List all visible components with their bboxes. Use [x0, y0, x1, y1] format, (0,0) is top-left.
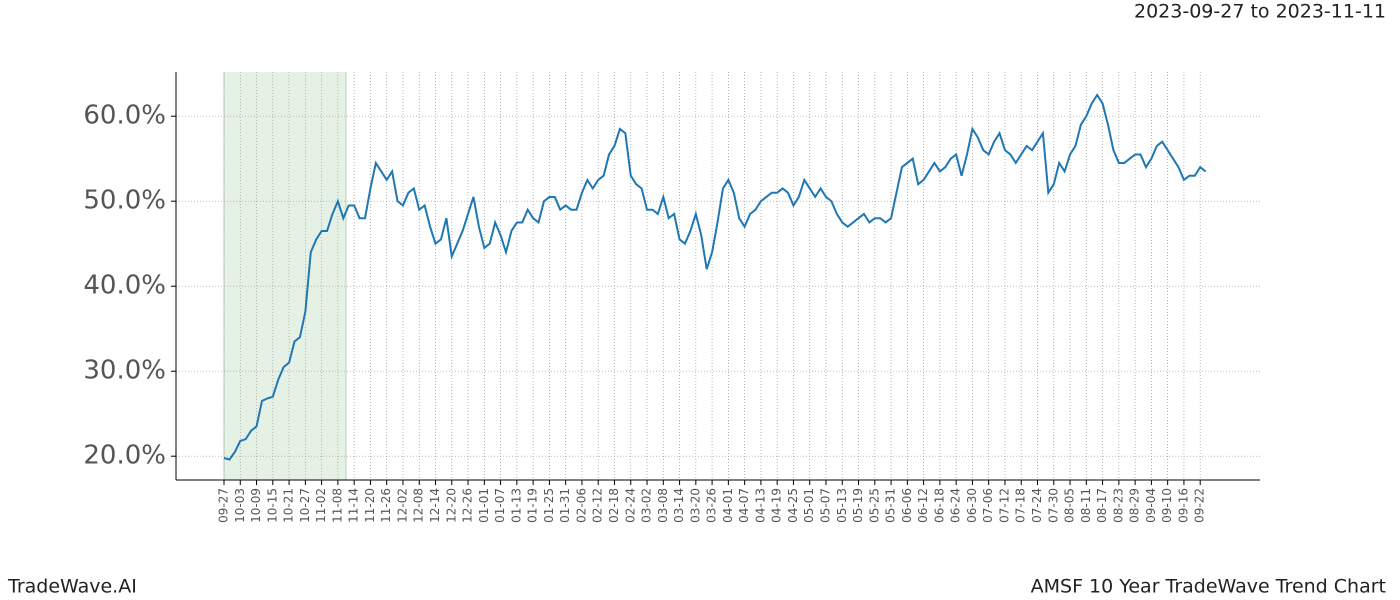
y-tick-label: 40.0% — [83, 271, 166, 301]
highlight-region — [224, 72, 347, 480]
x-tick-label: 03-26 — [705, 488, 719, 523]
x-tick-label: 04-01 — [721, 488, 735, 523]
x-tick-label: 02-18 — [607, 488, 621, 523]
chart-subtitle: 2023-09-27 to 2023-11-11 — [1134, 1, 1386, 23]
x-tick-label: 08-11 — [1079, 488, 1093, 523]
x-tick-label: 01-13 — [509, 488, 523, 523]
x-tick-label: 07-24 — [1030, 488, 1044, 523]
x-tick-label: 07-18 — [1014, 488, 1028, 523]
x-tick-label: 08-05 — [1063, 488, 1077, 523]
x-tick-label: 03-20 — [688, 488, 702, 523]
x-tick-label: 03-14 — [672, 488, 686, 523]
x-tick-label: 11-20 — [363, 488, 377, 523]
x-tick-label: 03-02 — [640, 488, 654, 523]
x-tick-label: 02-24 — [623, 488, 637, 523]
x-tick-label: 07-12 — [997, 488, 1011, 523]
x-tick-label: 12-02 — [395, 488, 409, 523]
x-tick-label: 09-04 — [1144, 488, 1158, 523]
x-tick-label: 04-25 — [786, 488, 800, 523]
x-tick-label: 01-01 — [477, 488, 491, 523]
footer-left: TradeWave.AI — [7, 576, 137, 598]
x-tick-label: 04-13 — [753, 488, 767, 523]
x-tick-label: 10-03 — [233, 488, 247, 523]
x-tick-label: 05-07 — [818, 488, 832, 523]
x-tick-label: 11-08 — [330, 488, 344, 523]
x-tick-label: 02-12 — [591, 488, 605, 523]
x-tick-label: 04-19 — [770, 488, 784, 523]
y-tick-label: 60.0% — [83, 101, 166, 131]
x-tick-label: 05-31 — [884, 488, 898, 523]
x-tick-label: 04-07 — [737, 488, 751, 523]
x-tick-label: 10-27 — [298, 488, 312, 523]
x-tick-label: 01-07 — [493, 488, 507, 523]
x-tick-label: 05-25 — [867, 488, 881, 523]
y-tick-label: 30.0% — [83, 356, 166, 386]
x-tick-label: 01-31 — [558, 488, 572, 523]
footer-right: AMSF 10 Year TradeWave Trend Chart — [1031, 576, 1386, 598]
x-tick-label: 08-23 — [1111, 488, 1125, 523]
x-tick-label: 06-24 — [949, 488, 963, 523]
x-tick-label: 05-13 — [835, 488, 849, 523]
x-tick-label: 06-12 — [916, 488, 930, 523]
data-line — [223, 93, 1207, 461]
x-tick-label: 08-17 — [1095, 488, 1109, 523]
x-tick-label: 06-18 — [932, 488, 946, 523]
y-tick-label: 20.0% — [83, 441, 166, 471]
x-tick-label: 10-15 — [265, 488, 279, 523]
x-tick-label: 02-06 — [574, 488, 588, 523]
x-tick-label: 11-02 — [314, 488, 328, 523]
x-tick-label: 07-06 — [981, 488, 995, 523]
x-tick-label: 07-30 — [1046, 488, 1060, 523]
x-tick-label: 08-29 — [1128, 488, 1142, 523]
x-tick-label: 10-21 — [282, 488, 296, 523]
x-tick-label: 12-08 — [412, 488, 426, 523]
x-tick-label: 05-19 — [851, 488, 865, 523]
x-tick-label: 11-26 — [379, 488, 393, 523]
x-tick-label: 12-26 — [461, 488, 475, 523]
x-tick-label: 01-19 — [526, 488, 540, 523]
x-tick-label: 06-30 — [965, 488, 979, 523]
x-tick-label: 05-01 — [802, 488, 816, 523]
x-tick-label: 12-20 — [444, 488, 458, 523]
x-tick-label: 11-14 — [347, 488, 361, 523]
x-tick-label: 09-10 — [1160, 488, 1174, 523]
x-tick-label: 01-25 — [542, 488, 556, 523]
x-tick-label: 09-27 — [217, 488, 231, 523]
x-tick-label: 10-09 — [249, 488, 263, 523]
x-tick-label: 06-06 — [900, 488, 914, 523]
x-tick-label: 12-14 — [428, 488, 442, 523]
x-tick-label: 03-08 — [656, 488, 670, 523]
x-tick-label: 09-22 — [1193, 488, 1207, 523]
x-tick-label: 09-16 — [1176, 488, 1190, 523]
y-tick-label: 50.0% — [83, 186, 166, 216]
